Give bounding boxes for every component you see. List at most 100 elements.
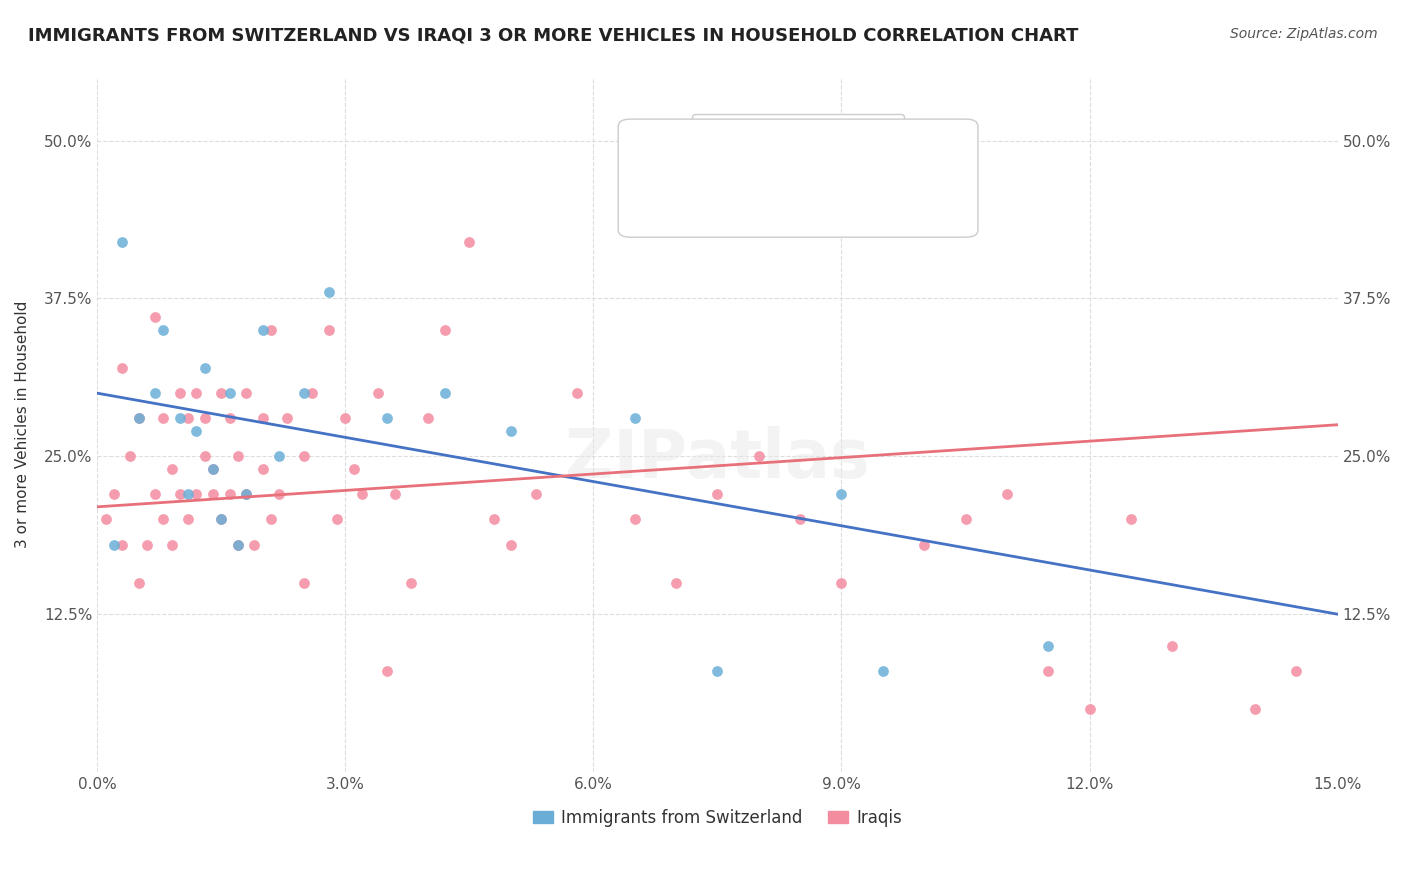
Point — [830, 487, 852, 501]
Point — [995, 487, 1018, 501]
Point — [276, 411, 298, 425]
Point — [292, 386, 315, 401]
Point — [1161, 639, 1184, 653]
Point — [260, 323, 283, 337]
Legend: Immigrants from Switzerland, Iraqis: Immigrants from Switzerland, Iraqis — [526, 802, 908, 833]
Point — [375, 411, 398, 425]
Point — [135, 538, 157, 552]
Point — [209, 386, 232, 401]
Point — [623, 411, 645, 425]
Point — [194, 411, 217, 425]
Point — [209, 512, 232, 526]
Point — [169, 411, 191, 425]
Point — [103, 538, 125, 552]
Point — [103, 487, 125, 501]
Point — [235, 487, 257, 501]
Point — [1078, 702, 1101, 716]
Point — [706, 664, 728, 678]
FancyBboxPatch shape — [619, 120, 979, 237]
Point — [218, 411, 240, 425]
Point — [292, 575, 315, 590]
Point — [218, 386, 240, 401]
Point — [111, 235, 134, 249]
Point — [872, 664, 894, 678]
Point — [226, 450, 249, 464]
Point — [499, 424, 522, 438]
Point — [830, 575, 852, 590]
Point — [912, 538, 935, 552]
Point — [458, 235, 481, 249]
Y-axis label: 3 or more Vehicles in Household: 3 or more Vehicles in Household — [15, 301, 30, 549]
Point — [326, 512, 349, 526]
Point — [482, 512, 505, 526]
Point — [120, 450, 142, 464]
Point — [292, 450, 315, 464]
Point — [955, 512, 977, 526]
Point — [111, 538, 134, 552]
Point — [160, 462, 183, 476]
Point — [194, 360, 217, 375]
Point — [499, 538, 522, 552]
Point — [202, 487, 225, 501]
Point — [335, 411, 357, 425]
Point — [384, 487, 406, 501]
Point — [789, 512, 811, 526]
Point — [342, 462, 364, 476]
Point — [186, 424, 208, 438]
Point — [1285, 664, 1308, 678]
Point — [706, 487, 728, 501]
Point — [226, 538, 249, 552]
Point — [318, 323, 340, 337]
Point — [1119, 512, 1142, 526]
Point — [301, 386, 323, 401]
Point — [202, 462, 225, 476]
Point — [367, 386, 389, 401]
Point — [143, 487, 166, 501]
Point — [269, 487, 291, 501]
Point — [202, 462, 225, 476]
Point — [318, 285, 340, 300]
Point — [252, 411, 274, 425]
Point — [143, 386, 166, 401]
Point — [152, 411, 174, 425]
Point — [169, 386, 191, 401]
Point — [252, 462, 274, 476]
Point — [194, 450, 217, 464]
Point — [128, 575, 150, 590]
Point — [143, 310, 166, 325]
Point — [243, 538, 266, 552]
Point — [524, 487, 547, 501]
Text: IMMIGRANTS FROM SWITZERLAND VS IRAQI 3 OR MORE VEHICLES IN HOUSEHOLD CORRELATION: IMMIGRANTS FROM SWITZERLAND VS IRAQI 3 O… — [28, 27, 1078, 45]
Point — [269, 450, 291, 464]
Point — [177, 487, 200, 501]
Point — [152, 512, 174, 526]
Point — [623, 512, 645, 526]
Point — [433, 386, 456, 401]
Point — [1038, 664, 1060, 678]
Point — [1244, 702, 1267, 716]
Text: ZIPatlas: ZIPatlas — [565, 426, 870, 492]
Point — [665, 575, 688, 590]
Point — [433, 323, 456, 337]
Point — [375, 664, 398, 678]
Point — [128, 411, 150, 425]
Point — [416, 411, 439, 425]
Point — [209, 512, 232, 526]
Point — [235, 487, 257, 501]
Point — [177, 512, 200, 526]
Point — [186, 386, 208, 401]
Point — [401, 575, 423, 590]
Point — [94, 512, 117, 526]
Point — [169, 487, 191, 501]
Point — [160, 538, 183, 552]
Point — [186, 487, 208, 501]
Point — [565, 386, 588, 401]
Text: Source: ZipAtlas.com: Source: ZipAtlas.com — [1230, 27, 1378, 41]
Point — [218, 487, 240, 501]
Point — [252, 323, 274, 337]
Point — [111, 360, 134, 375]
Point — [177, 411, 200, 425]
Point — [1038, 639, 1060, 653]
Point — [235, 386, 257, 401]
Point — [152, 323, 174, 337]
